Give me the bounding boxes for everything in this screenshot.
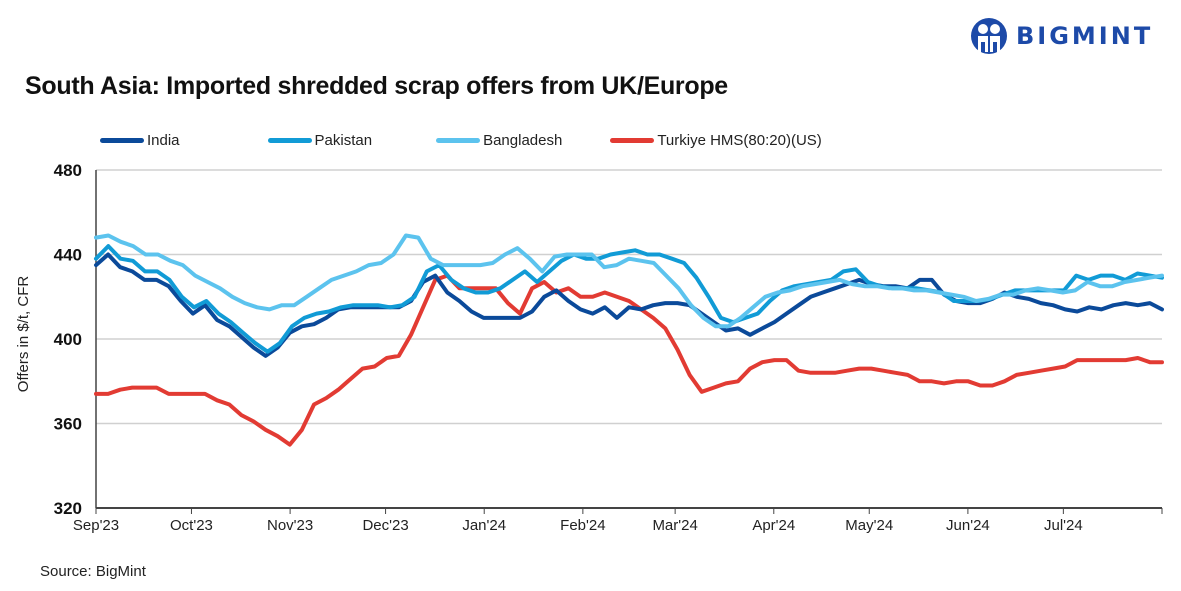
legend-item: Pakistan: [267, 132, 373, 149]
y-tick-label: 480: [54, 161, 82, 180]
x-tick-label: May'24: [845, 517, 893, 534]
series-line-bangladesh: [94, 233, 1164, 329]
legend-item: Turkiye HMS(80:20)(US): [610, 132, 822, 149]
y-tick-label: 320: [54, 499, 82, 518]
legend: India Pakistan Bangladesh Turkiye HMS(80:20…: [100, 132, 822, 149]
y-tick-label: 360: [54, 415, 82, 434]
x-tick-label: Feb'24: [560, 517, 605, 534]
legend-label: India: [147, 132, 180, 149]
legend-label: Bangladesh: [483, 132, 563, 149]
x-tick-label: Mar'24: [652, 517, 697, 534]
brand-name: BIGMINT: [1016, 22, 1154, 50]
legend-label: Turkiye HMS(80:20)(US): [657, 132, 822, 149]
series-line-turkiye-hms-80-20-us: [94, 273, 1164, 447]
x-tick-label: Jul'24: [1044, 517, 1083, 534]
source-note: Source: BigMint: [40, 563, 146, 580]
x-tick-label: Sep'23: [73, 517, 119, 534]
y-tick-label: 440: [54, 246, 82, 265]
y-tick-label: 400: [54, 330, 82, 349]
x-tick-label: Dec'23: [362, 517, 408, 534]
bigmint-logo: BIGMINT: [970, 14, 1153, 58]
x-tick-label: Oct'23: [170, 517, 213, 534]
legend-swatch: [100, 138, 144, 143]
legend-swatch: [610, 138, 655, 143]
people-circle-icon: [971, 18, 1007, 54]
legend-label: Pakistan: [314, 132, 373, 149]
legend-swatch: [436, 138, 481, 143]
x-tick-label: Jun'24: [946, 517, 990, 534]
x-tick-label: Nov'23: [267, 517, 313, 534]
legend-item: Bangladesh: [436, 132, 562, 149]
x-tick-label: Jan'24: [462, 517, 506, 534]
y-axis-title: Offers in $/t, CFR: [15, 276, 32, 393]
legend-swatch: [267, 138, 312, 143]
chart-title: South Asia: Imported shredded scrap offe…: [25, 72, 728, 100]
x-tick-label: Apr'24: [752, 517, 795, 534]
legend-item: India: [100, 132, 180, 149]
